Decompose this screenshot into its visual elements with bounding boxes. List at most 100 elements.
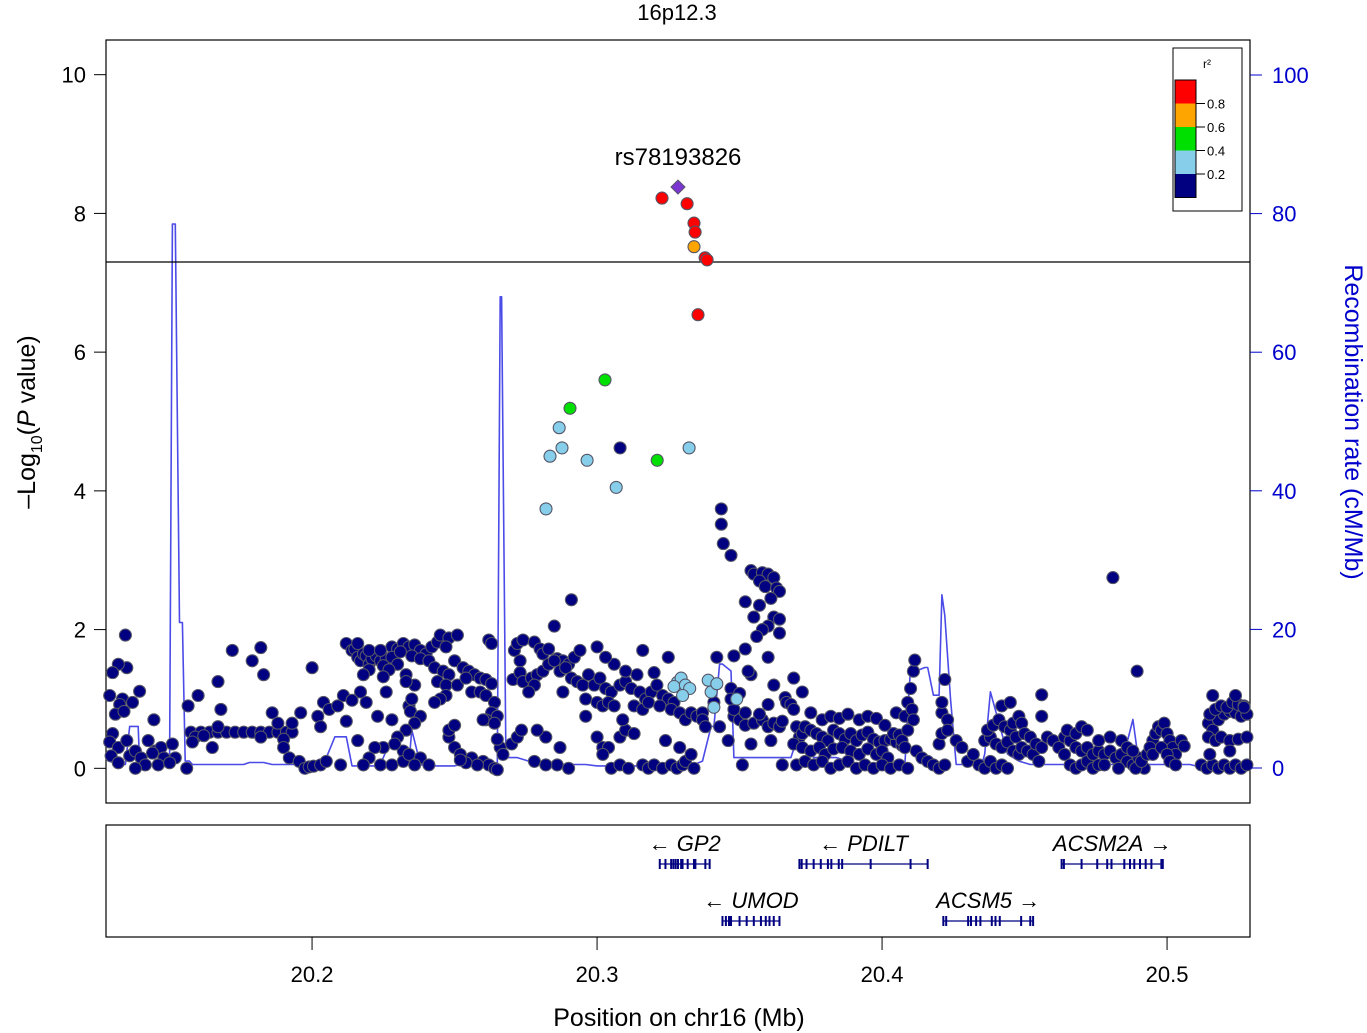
- gene-exon: [674, 859, 677, 869]
- snp-point: [938, 758, 952, 772]
- y-axis-left: 0 2 4 6 8 10: [62, 63, 106, 781]
- legend-label: 0.6: [1207, 120, 1225, 135]
- snp-point: [599, 650, 613, 664]
- gene-exon: [909, 859, 912, 869]
- gene-exon: [1062, 859, 1065, 869]
- legend-label: 0.8: [1207, 97, 1225, 112]
- y-axis-label-prefix: –Log: [13, 453, 41, 509]
- gene-exon: [969, 916, 972, 926]
- snp-point: [767, 678, 781, 692]
- gene-exon: [738, 916, 741, 926]
- snp-point: [761, 697, 775, 712]
- snp-point: [422, 758, 436, 772]
- gene-exon: [1020, 916, 1023, 926]
- gene-exon: [869, 859, 872, 869]
- gene-exon: [841, 859, 844, 869]
- y-axis-right: 0 20 40 60 80 100: [1250, 63, 1309, 781]
- snp-point: [305, 661, 319, 675]
- legend-label: 0.2: [1207, 167, 1225, 182]
- snp-point: [106, 666, 120, 680]
- gene-umod: ← UMOD: [703, 888, 799, 926]
- snp-point: [1097, 758, 1111, 772]
- gene-exon: [764, 916, 767, 926]
- x-axis: 20.2 20.3 20.4 20.5: [291, 937, 1189, 987]
- snp-point: [151, 758, 165, 772]
- snp-point: [550, 758, 564, 772]
- y2-tick-label: 40: [1272, 479, 1296, 504]
- snp-point: [1240, 730, 1254, 744]
- snp-point: [459, 671, 473, 685]
- snp-point: [1106, 571, 1120, 585]
- snp-point: [485, 677, 499, 691]
- gene-pdilt: ← PDILT: [798, 831, 929, 869]
- snp-point: [147, 713, 161, 727]
- snp-point: [556, 685, 570, 699]
- snp-point: [727, 649, 741, 663]
- y-axis-label-subscript: 10: [29, 435, 46, 453]
- gene-exon: [1080, 859, 1083, 869]
- snp-point: [772, 612, 787, 626]
- gene-exon: [1160, 859, 1163, 869]
- legend-swatch: [1175, 150, 1196, 174]
- snp-point: [145, 746, 160, 760]
- snp-point: [721, 734, 735, 748]
- snp-point: [539, 758, 553, 772]
- snp-point: [841, 754, 855, 768]
- lead-snp-layer: [670, 179, 686, 195]
- snp-point: [479, 688, 493, 703]
- x-tick-label: 20.4: [861, 962, 904, 987]
- snp-point: [185, 735, 199, 749]
- snp-point: [1228, 688, 1243, 703]
- snp-point: [111, 740, 125, 755]
- snp-point: [111, 756, 125, 770]
- snp-point: [869, 711, 883, 725]
- snp-point: [1206, 688, 1220, 703]
- snp-point: [1080, 723, 1094, 737]
- gene-exon: [772, 916, 775, 926]
- snp-point: [103, 688, 117, 703]
- snp-point: [878, 718, 892, 732]
- snp-point: [368, 740, 382, 755]
- x-tick-label: 20.5: [1146, 962, 1189, 987]
- snp-point: [254, 730, 268, 744]
- y2-tick-label: 60: [1272, 340, 1296, 365]
- gene-label: ACSM2A →: [1051, 831, 1172, 856]
- snp-point: [563, 401, 577, 415]
- gene-exon: [730, 916, 733, 926]
- gene-exon: [826, 859, 829, 869]
- snp-point: [1057, 747, 1072, 761]
- snp-point: [908, 653, 922, 667]
- snp-point: [758, 580, 772, 594]
- snp-point: [598, 373, 612, 387]
- x-tick-label: 20.2: [291, 962, 334, 987]
- gene-strand-arrow: →: [1150, 831, 1172, 856]
- snp-point: [752, 707, 767, 721]
- gene-exon: [990, 916, 993, 926]
- snp-point: [362, 643, 376, 657]
- gene-exon: [1161, 859, 1164, 869]
- snp-point: [787, 702, 801, 716]
- snp-point: [966, 747, 980, 761]
- snp-point: [573, 643, 587, 657]
- snp-points-layer: [103, 191, 1254, 777]
- snp-point: [388, 737, 402, 751]
- gene-exon: [1144, 859, 1147, 869]
- snp-point: [687, 240, 701, 254]
- snp-point: [841, 707, 855, 721]
- gene-exon: [681, 859, 684, 869]
- snp-point: [334, 758, 348, 772]
- snp-point: [376, 670, 390, 684]
- snp-point: [353, 685, 368, 699]
- snp-point: [901, 723, 915, 737]
- gene-exon: [759, 916, 762, 926]
- snp-point: [901, 761, 915, 775]
- gene-exon: [837, 859, 840, 869]
- gene-exon: [672, 859, 675, 869]
- snp-point: [180, 761, 194, 775]
- gene-strand-arrow: →: [1018, 888, 1040, 913]
- gene-exon: [1060, 859, 1063, 869]
- snp-point: [579, 709, 593, 723]
- gene-exon: [670, 859, 673, 869]
- snp-point: [393, 645, 407, 659]
- y-axis-label-open: (: [13, 426, 41, 435]
